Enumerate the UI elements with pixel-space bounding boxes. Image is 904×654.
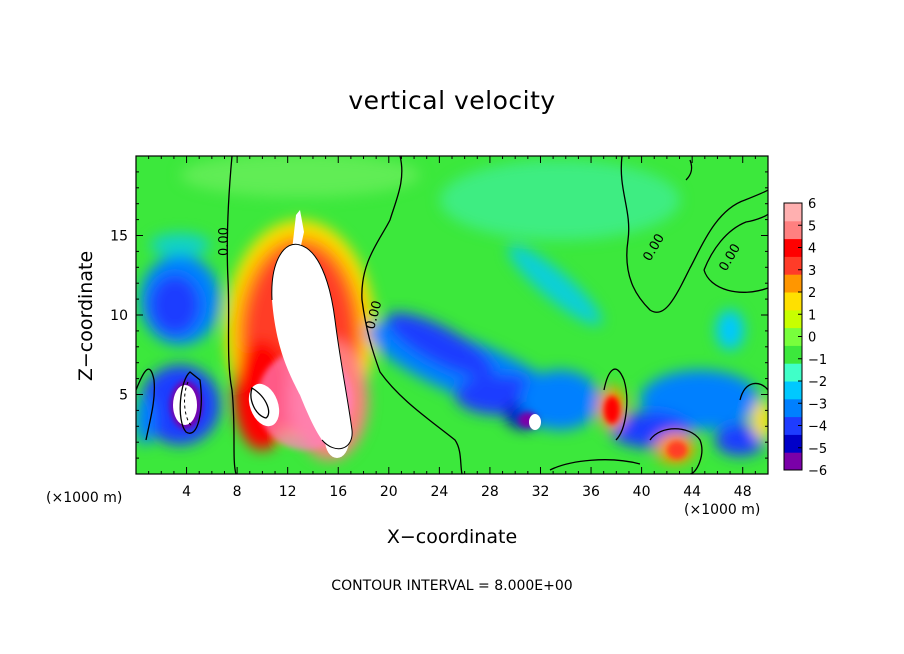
contour-lines xyxy=(136,156,768,474)
y-tick-label: 5 xyxy=(119,388,128,404)
colorbar-swatch xyxy=(784,363,802,382)
velocity-field: 0.00 0.00 0.00 0.00 xyxy=(136,156,768,474)
colorbar-tick-label: 5 xyxy=(808,219,816,234)
colorbar: 6 5 4 3 2 1 0 −1 −2 −3 −4 −5 −6 xyxy=(783,197,827,479)
colorbar-tick-label: 4 xyxy=(808,242,816,257)
contour-interval-note: CONTOUR INTERVAL = 8.000E+00 xyxy=(331,578,573,594)
y-tick-label: 15 xyxy=(110,229,128,245)
colorbar-swatch xyxy=(784,327,802,346)
colorbar-tick-label: 2 xyxy=(808,286,816,301)
colorbar-swatch xyxy=(784,434,802,453)
colorbar-swatch xyxy=(784,452,802,471)
colorbar-swatch xyxy=(784,309,802,329)
y-axis-label: Z−coordinate xyxy=(75,250,97,382)
x-tick-label: 32 xyxy=(532,484,550,500)
x-unit-label-right: (×1000 m) xyxy=(684,502,761,518)
x-tick-label: 44 xyxy=(683,484,701,500)
x-unit-label-left: (×1000 m) xyxy=(46,490,123,506)
x-tick-label: 48 xyxy=(734,484,752,500)
chart-title: vertical velocity xyxy=(348,86,556,115)
x-tick-label: 28 xyxy=(481,484,499,500)
colorbar-swatch xyxy=(784,256,802,275)
colorbar-tick-label: −5 xyxy=(808,442,827,457)
saturated-updraft-core xyxy=(271,244,353,449)
colorbar-swatch xyxy=(784,238,802,257)
x-tick-label: 36 xyxy=(582,484,600,500)
colorbar-swatch xyxy=(784,292,802,311)
colorbar-swatch xyxy=(784,345,802,364)
x-tick-label: 4 xyxy=(182,484,191,500)
colorbar-tick-label: 0 xyxy=(808,331,816,346)
contour-label: 0.00 xyxy=(363,299,385,331)
x-axis-label: X−coordinate xyxy=(386,526,518,548)
colorbar-tick-label: −4 xyxy=(808,420,827,435)
colorbar-swatch xyxy=(784,274,802,293)
contour-label: 0.00 xyxy=(217,227,232,256)
y-tick-label: 10 xyxy=(110,308,128,324)
colorbar-swatch xyxy=(784,398,802,418)
x-tick-label: 8 xyxy=(233,484,242,500)
colorbar-swatch xyxy=(784,416,802,435)
colorbar-swatch xyxy=(784,381,802,400)
colorbar-swatch xyxy=(784,203,802,222)
colorbar-tick-label: 1 xyxy=(808,308,816,323)
x-tick-label: 16 xyxy=(329,484,347,500)
colorbar-tick-label: −6 xyxy=(808,464,827,479)
colorbar-swatch xyxy=(784,220,802,240)
x-tick-label: 12 xyxy=(279,484,297,500)
x-tick-label: 20 xyxy=(380,484,398,500)
colorbar-tick-label: 3 xyxy=(808,264,816,279)
colorbar-tick-label: −2 xyxy=(808,375,827,390)
negative-contours xyxy=(184,381,193,427)
colorbar-tick-label: −1 xyxy=(808,353,827,368)
colorbar-tick-label: 6 xyxy=(808,197,816,212)
colorbar-tick-label: −3 xyxy=(808,397,827,412)
x-tick-label: 24 xyxy=(430,484,448,500)
x-tick-label: 40 xyxy=(633,484,651,500)
